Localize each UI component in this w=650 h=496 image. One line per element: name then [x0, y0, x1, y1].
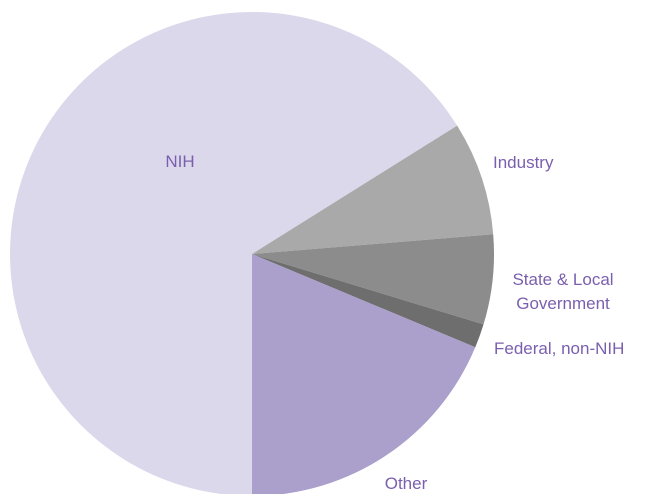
pie-slice	[10, 12, 458, 494]
pie-slice	[252, 125, 494, 254]
slice-label: NIH	[165, 152, 195, 171]
pie-slice	[252, 254, 484, 348]
pie-slice	[252, 254, 476, 494]
slice-label: Federal, non-NIH	[494, 339, 625, 358]
slice-label: State & Local Government	[512, 270, 614, 313]
slice-label: Other	[384, 474, 428, 493]
slice-label: Industry	[493, 153, 554, 172]
pie-slice	[252, 234, 494, 325]
